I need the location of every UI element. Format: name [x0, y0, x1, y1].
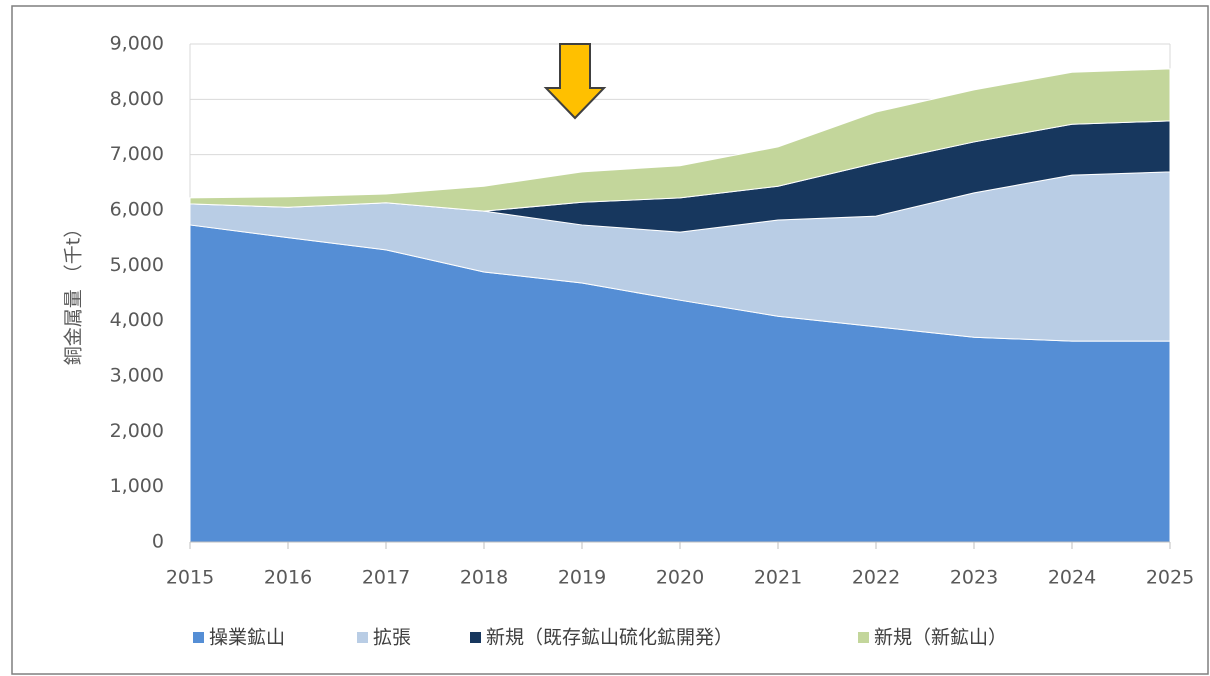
- legend-swatch: [858, 632, 869, 643]
- y-tick-label: 9,000: [110, 33, 164, 55]
- x-tick-label: 2020: [656, 567, 704, 589]
- y-tick-label: 0: [152, 531, 164, 553]
- y-tick-label: 8,000: [110, 88, 164, 110]
- y-axis-label: 銅金属量 （千t）: [63, 219, 85, 366]
- y-tick-label: 3,000: [110, 365, 164, 387]
- legend: 操業鉱山 拡張 新規（既存鉱山硫化鉱開発） 新規（新鉱山）: [193, 627, 1007, 649]
- y-tick-label: 5,000: [110, 254, 164, 276]
- legend-label: 新規（新鉱山）: [874, 627, 1007, 649]
- legend-label: 操業鉱山: [209, 627, 285, 649]
- y-tick-label: 2,000: [110, 420, 164, 442]
- x-tick-label: 2018: [460, 567, 508, 589]
- legend-swatch: [357, 632, 368, 643]
- legend-label: 拡張: [373, 627, 411, 649]
- x-tick-label: 2017: [362, 567, 410, 589]
- x-tick-label: 2024: [1048, 567, 1096, 589]
- x-tick-label: 2019: [558, 567, 606, 589]
- frame: [11, 5, 1209, 675]
- legend-swatch: [193, 632, 204, 643]
- x-tick-label: 2025: [1146, 567, 1194, 589]
- y-tick-label: 6,000: [110, 199, 164, 221]
- x-tick-label: 2015: [166, 567, 214, 589]
- y-tick-label: 7,000: [110, 143, 164, 165]
- plot-area: [189, 43, 1171, 543]
- x-tick-label: 2022: [852, 567, 900, 589]
- legend-swatch: [470, 632, 481, 643]
- y-tick-label: 1,000: [110, 475, 164, 497]
- x-tick-label: 2023: [950, 567, 998, 589]
- legend-label: 新規（既存鉱山硫化鉱開発）: [486, 627, 733, 649]
- area: [189, 68, 1171, 212]
- arrow: [543, 43, 607, 120]
- x-tick-label: 2021: [754, 567, 802, 589]
- x-tick-label: 2016: [264, 567, 312, 589]
- y-tick-label: 4,000: [110, 309, 164, 331]
